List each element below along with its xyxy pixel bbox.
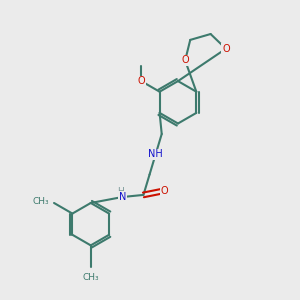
Text: CH₃: CH₃	[32, 197, 49, 206]
Text: O: O	[160, 186, 168, 196]
Text: H: H	[117, 187, 124, 196]
Text: O: O	[181, 56, 189, 65]
Text: O: O	[222, 44, 230, 54]
Text: N: N	[119, 192, 126, 202]
Text: NH: NH	[148, 149, 163, 159]
Text: CH₃: CH₃	[82, 273, 99, 282]
Text: O: O	[137, 76, 145, 86]
